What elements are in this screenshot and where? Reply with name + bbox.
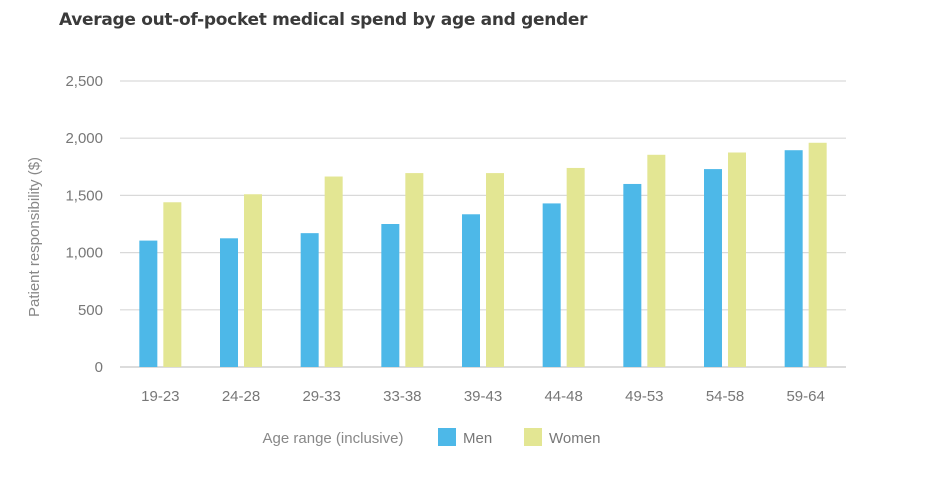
chart-title: Average out-of-pocket medical spend by a…: [59, 10, 588, 30]
bar-women-39-43: [486, 173, 504, 367]
bar-men-19-23: [139, 240, 158, 367]
bar-men-39-43: [462, 214, 480, 367]
bar-men-54-58: [704, 169, 722, 367]
bar-men-44-48: [542, 203, 561, 367]
bar-women-19-23: [163, 202, 182, 367]
gridlines: [120, 80, 846, 368]
bar-men-29-33: [300, 233, 319, 367]
bar-women-59-64: [808, 142, 827, 367]
x-tick-label: 49-53: [625, 388, 663, 405]
bar-women-49-53: [647, 154, 666, 367]
bar-women-24-28: [244, 194, 262, 367]
legend: Men Women: [438, 428, 600, 447]
bar-men-59-64: [784, 150, 803, 367]
x-tick-label: 19-23: [141, 388, 179, 405]
x-tick-label: 54-58: [706, 388, 744, 405]
y-tick-label: 0: [95, 359, 103, 376]
x-tick-label: 39-43: [464, 388, 502, 405]
bar-women-29-33: [324, 176, 343, 367]
legend-swatch-women: [524, 428, 542, 446]
bar-men-24-28: [220, 238, 238, 367]
y-axis-title: Patient responsibility ($): [26, 157, 43, 317]
y-tick-label: 500: [78, 302, 103, 319]
y-tick-label: 2,500: [65, 73, 103, 90]
x-tick-label: 24-28: [222, 388, 260, 405]
legend-swatch-men: [438, 428, 456, 446]
y-tick-label: 1,500: [65, 187, 103, 204]
x-axis-ticks: 19-23 24-28 29-33 33-38 39-43 44-48 49-53 54-58…: [141, 388, 825, 405]
y-tick-label: 2,000: [65, 130, 103, 147]
bar-women-33-38: [405, 173, 424, 367]
bar-men-33-38: [381, 224, 400, 367]
bar-women-54-58: [728, 152, 746, 367]
legend-label-women: Women: [549, 430, 600, 447]
x-tick-label: 59-64: [786, 388, 824, 405]
x-tick-label: 29-33: [302, 388, 340, 405]
x-tick-label: 44-48: [544, 388, 582, 405]
x-tick-label: 33-38: [383, 388, 421, 405]
legend-label-men: Men: [463, 430, 492, 447]
bar-women-44-48: [566, 167, 585, 367]
y-tick-label: 1,000: [65, 245, 103, 262]
bars: [139, 142, 827, 367]
bar-men-49-53: [623, 183, 642, 367]
x-axis-title: Age range (inclusive): [263, 430, 404, 447]
y-axis-ticks: 0 500 1,000 1,500 2,000 2,500: [65, 73, 103, 376]
